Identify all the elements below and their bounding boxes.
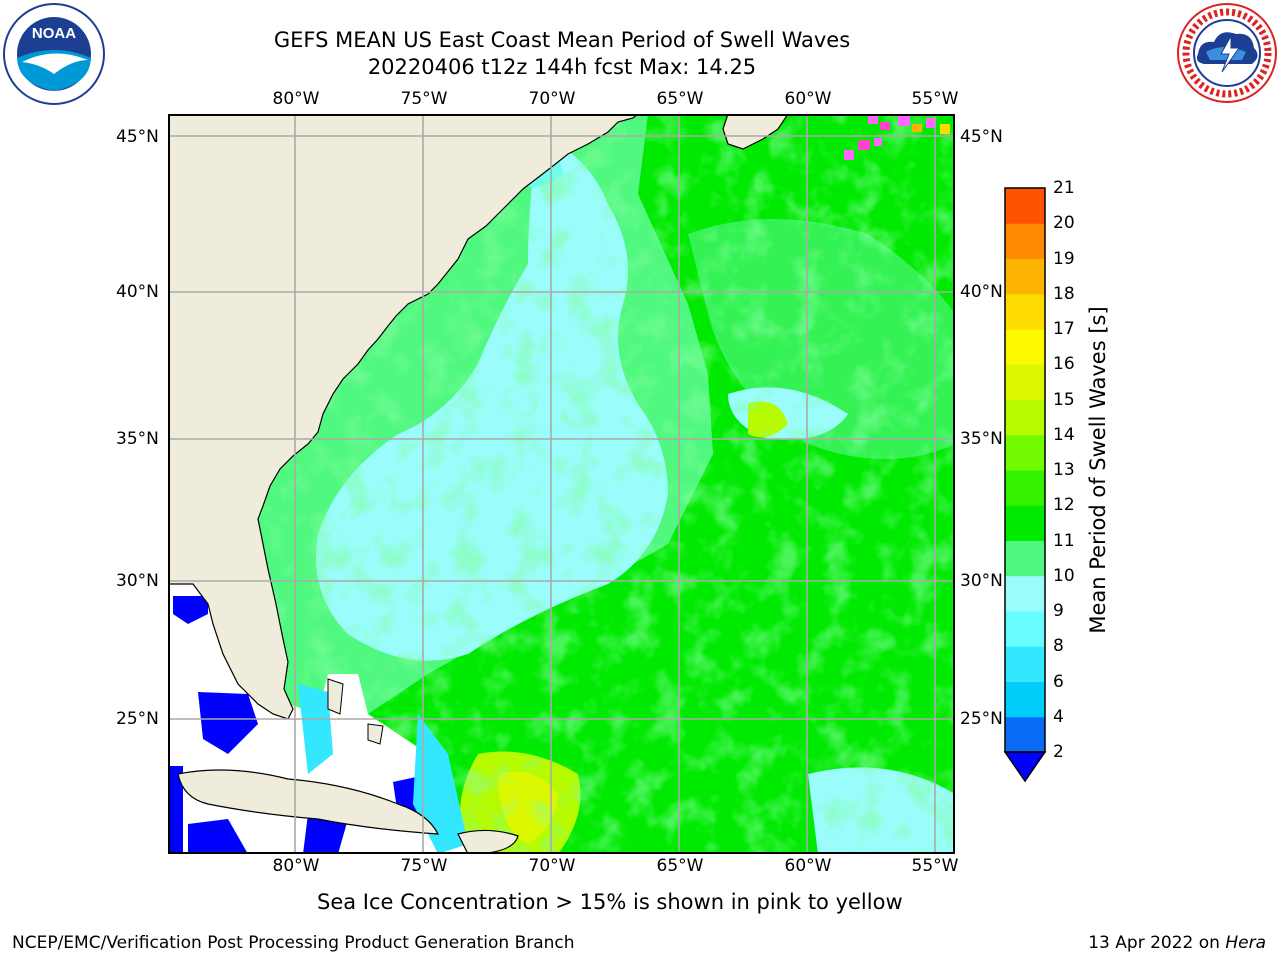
lon-label-top: 60°W: [784, 89, 832, 109]
nova-scotia-land: [722, 115, 789, 150]
colorbar-segment: [1005, 434, 1045, 471]
colorbar-tick-label: 20: [1053, 213, 1075, 234]
footer-credit: NCEP/EMC/Verification Post Processing Pr…: [12, 933, 575, 953]
colorbar-segment: [1005, 223, 1045, 259]
gridlines: [168, 114, 955, 854]
sea-ice-patches: [844, 116, 950, 160]
lon-label-bottom: 80°W: [272, 856, 320, 876]
hispaniola-land: [457, 829, 519, 853]
lon-label-bottom: 70°W: [528, 856, 576, 876]
lat-label-right: 25°N: [960, 709, 1003, 729]
lon-label-top: 75°W: [400, 89, 448, 109]
lat-label-left: 40°N: [116, 282, 159, 302]
map-panel: [168, 114, 955, 854]
colorbar-segment: [1005, 470, 1045, 506]
lon-label-top: 65°W: [656, 89, 704, 109]
svg-text:NOAA: NOAA: [32, 25, 76, 42]
colorbar-tick-label: 8: [1053, 636, 1064, 657]
north-america-land: [169, 115, 638, 720]
colorbar-tick-label: 11: [1053, 530, 1075, 551]
map-frame: [168, 114, 955, 854]
lat-label-right: 30°N: [960, 571, 1003, 591]
colorbar-segment: [1005, 258, 1045, 295]
cuba-land: [177, 769, 440, 835]
colorbar-segment: [1005, 293, 1045, 330]
chart-subtitle: 20220406 t12z 144h fcst Max: 14.25: [367, 55, 757, 79]
chart-title: GEFS MEAN US East Coast Mean Period of S…: [273, 28, 851, 52]
colorbar-tick-label: 6: [1053, 671, 1064, 692]
colorbar-segment: [1005, 646, 1045, 682]
colorbar-segment: [1005, 364, 1045, 400]
lat-label-left: 35°N: [116, 429, 159, 449]
colorbar-segment: [1005, 329, 1045, 365]
colorbar-tick-label: 15: [1053, 389, 1075, 410]
colorbar-segment: [1005, 399, 1045, 436]
lat-label-left: 30°N: [116, 571, 159, 591]
colorbar-under-arrow: [1003, 751, 1047, 783]
colorbar-segment: [1005, 575, 1045, 612]
colorbar-tick-label: 13: [1053, 460, 1075, 480]
lat-label-left: 25°N: [116, 709, 159, 729]
colorbar-tick-label: 17: [1053, 319, 1075, 339]
lon-label-bottom: 60°W: [784, 856, 832, 876]
colorbar-tick-label: 10: [1053, 565, 1075, 586]
lon-label-bottom: 55°W: [911, 856, 959, 876]
colorbar-segment: [1005, 681, 1045, 718]
lon-label-top: 70°W: [528, 89, 576, 109]
colorbar-segment: [1005, 188, 1045, 224]
colorbar-tick-label: 19: [1053, 248, 1075, 269]
colorbar-frame: [1004, 187, 1046, 753]
colorbar-title: Mean Period of Swell Waves [s]: [1086, 306, 1110, 634]
sea-ice-note: Sea Ice Concentration > 15% is shown in …: [317, 890, 903, 914]
lat-label-left: 45°N: [116, 127, 159, 147]
colorbar-segment: [1005, 611, 1045, 647]
colorbar-tick-label: 14: [1053, 424, 1075, 445]
lon-label-top: 80°W: [272, 89, 320, 109]
footer-date: 13 Apr 2022 on Hera: [1088, 933, 1266, 953]
colorbar-tick-label: 12: [1053, 495, 1075, 516]
colorbar-segment: [1005, 505, 1045, 541]
lon-label-bottom: 75°W: [400, 856, 448, 876]
lat-label-right: 45°N: [960, 127, 1003, 147]
lon-label-bottom: 65°W: [656, 856, 704, 876]
colorbar-tick-label: 18: [1053, 283, 1075, 304]
lon-label-top: 55°W: [911, 89, 959, 109]
noaa-logo: NOAA: [3, 3, 105, 105]
lat-label-right: 40°N: [960, 282, 1003, 302]
nws-logo: [1177, 3, 1277, 103]
footer-date-text: 13 Apr 2022 on: [1088, 933, 1220, 953]
colorbar: [1003, 187, 1047, 783]
colorbar-tick-label: 4: [1053, 706, 1064, 727]
footer-machine: Hera: [1225, 933, 1266, 953]
colorbar-tick-label: 16: [1053, 354, 1075, 375]
colorbar-tick-label: 9: [1053, 601, 1064, 621]
colorbar-tick-label: 21: [1053, 178, 1075, 198]
colorbar-tick-label: 2: [1053, 742, 1064, 762]
lat-label-right: 35°N: [960, 429, 1003, 449]
colorbar-segment: [1005, 716, 1045, 753]
colorbar-segment: [1005, 540, 1045, 577]
